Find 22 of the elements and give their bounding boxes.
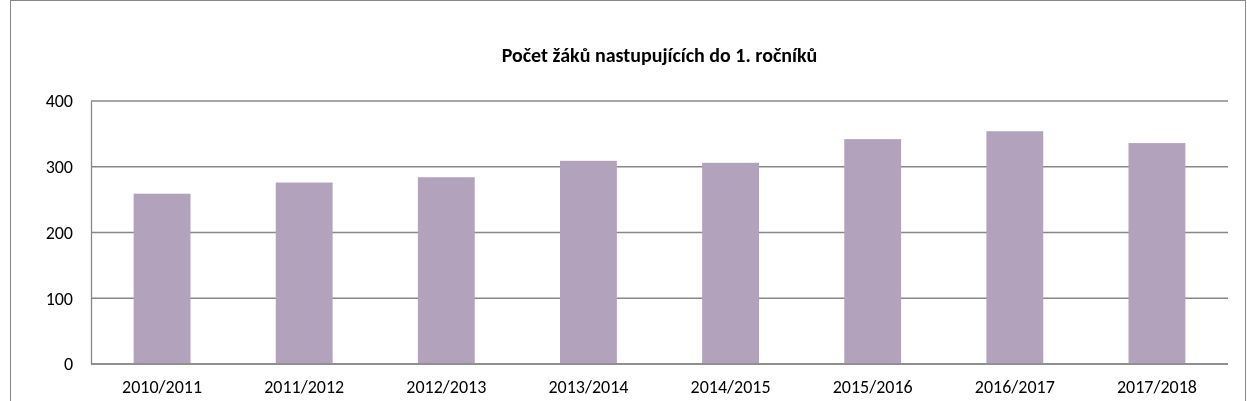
x-tick-label: 2014/2015 [690, 375, 771, 398]
x-tick-label: 2011/2012 [264, 375, 345, 398]
bar [986, 131, 1044, 364]
bar [275, 182, 333, 364]
x-tick-label: 2015/2016 [832, 375, 913, 398]
x-tick-label: 2017/2018 [1116, 375, 1197, 398]
x-tick-label: 2013/2014 [548, 375, 629, 398]
x-tick-label: 2012/2013 [406, 375, 487, 398]
y-tick-label: 400 [45, 90, 73, 113]
y-tick-label: 0 [63, 353, 73, 376]
bar [133, 193, 191, 364]
x-tick-label: 2016/2017 [974, 375, 1055, 398]
chart-title: Počet žáků nastupujících do 1. ročníků [501, 43, 818, 67]
x-tick-label: 2010/2011 [122, 375, 203, 398]
y-tick-label: 200 [45, 221, 73, 244]
bar [417, 177, 475, 364]
bar [844, 139, 902, 364]
bar [560, 160, 617, 364]
bar [1128, 143, 1186, 364]
y-tick-label: 100 [45, 287, 73, 310]
y-tick-label: 300 [45, 156, 73, 179]
bar [702, 162, 759, 364]
